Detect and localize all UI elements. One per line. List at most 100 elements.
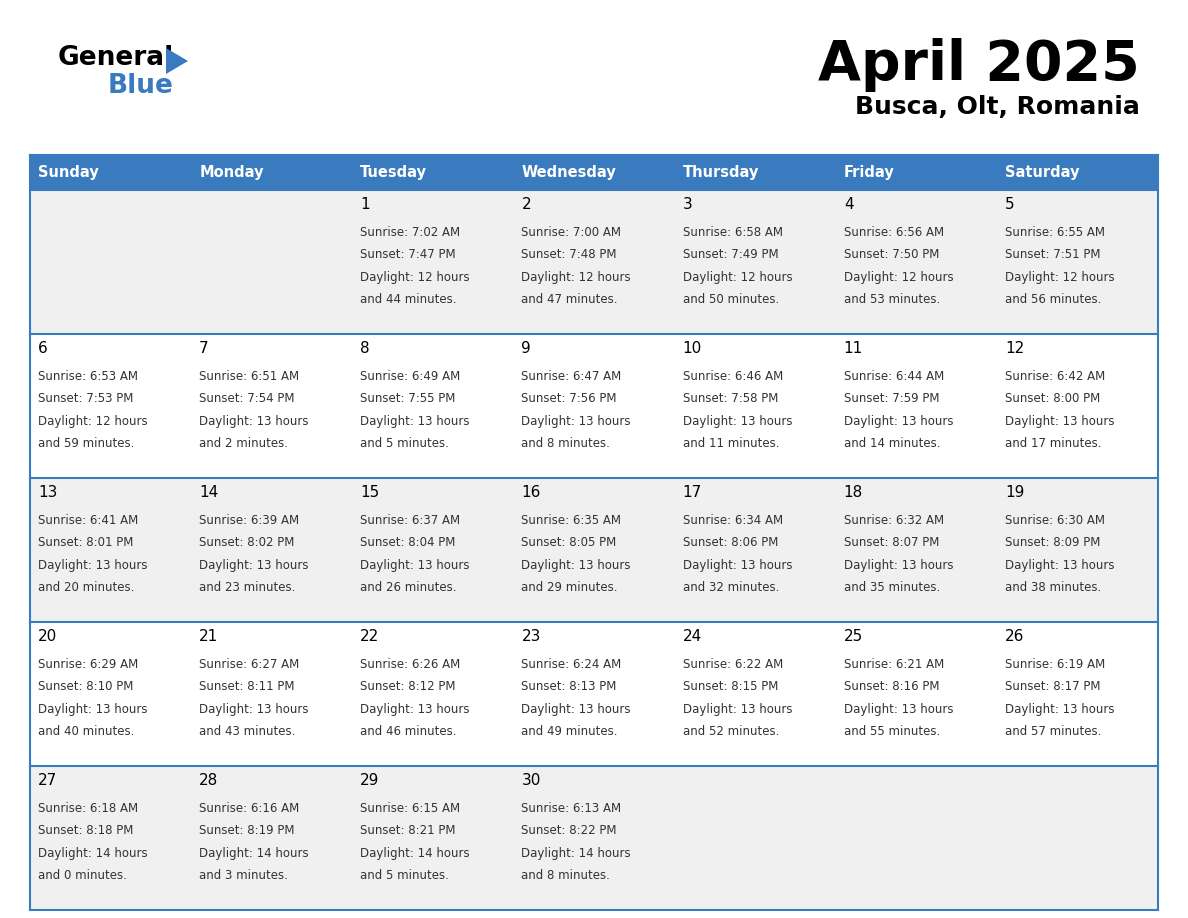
Text: Daylight: 12 hours: Daylight: 12 hours — [683, 271, 792, 284]
Text: Sunrise: 6:21 AM: Sunrise: 6:21 AM — [843, 658, 944, 671]
Text: Sunset: 8:17 PM: Sunset: 8:17 PM — [1005, 680, 1100, 693]
Text: and 32 minutes.: and 32 minutes. — [683, 581, 779, 594]
Text: Busca, Olt, Romania: Busca, Olt, Romania — [855, 95, 1140, 119]
Text: Sunrise: 6:19 AM: Sunrise: 6:19 AM — [1005, 658, 1105, 671]
Text: 12: 12 — [1005, 341, 1024, 356]
Text: Sunset: 7:47 PM: Sunset: 7:47 PM — [360, 249, 456, 262]
Text: Sunrise: 6:15 AM: Sunrise: 6:15 AM — [360, 802, 461, 815]
Text: Sunrise: 6:41 AM: Sunrise: 6:41 AM — [38, 514, 138, 527]
Text: 16: 16 — [522, 486, 541, 500]
Text: Sunset: 8:16 PM: Sunset: 8:16 PM — [843, 680, 940, 693]
Text: Sunrise: 6:34 AM: Sunrise: 6:34 AM — [683, 514, 783, 527]
Bar — [353, 155, 513, 190]
Text: 8: 8 — [360, 341, 369, 356]
Text: 24: 24 — [683, 629, 702, 644]
Text: Sunset: 8:06 PM: Sunset: 8:06 PM — [683, 536, 778, 549]
Text: 6: 6 — [38, 341, 48, 356]
Text: and 47 minutes.: and 47 minutes. — [522, 293, 618, 306]
Bar — [30, 766, 1158, 910]
Text: Daylight: 13 hours: Daylight: 13 hours — [38, 559, 147, 572]
Text: Daylight: 14 hours: Daylight: 14 hours — [200, 846, 309, 859]
Text: 10: 10 — [683, 341, 702, 356]
Text: Sunrise: 6:32 AM: Sunrise: 6:32 AM — [843, 514, 944, 527]
Bar — [191, 155, 353, 190]
Text: and 59 minutes.: and 59 minutes. — [38, 437, 134, 450]
Text: Sunrise: 6:53 AM: Sunrise: 6:53 AM — [38, 370, 138, 383]
Text: 29: 29 — [360, 773, 380, 789]
Text: Sunrise: 6:55 AM: Sunrise: 6:55 AM — [1005, 226, 1105, 239]
Text: Daylight: 12 hours: Daylight: 12 hours — [1005, 271, 1114, 284]
Text: Daylight: 13 hours: Daylight: 13 hours — [683, 702, 792, 716]
Text: Blue: Blue — [108, 73, 173, 99]
Text: and 46 minutes.: and 46 minutes. — [360, 725, 457, 738]
Bar — [30, 155, 191, 190]
Bar — [675, 155, 835, 190]
Text: Daylight: 13 hours: Daylight: 13 hours — [360, 415, 469, 428]
Text: and 5 minutes.: and 5 minutes. — [360, 437, 449, 450]
Text: 22: 22 — [360, 629, 380, 644]
Text: 1: 1 — [360, 197, 369, 212]
Text: Daylight: 13 hours: Daylight: 13 hours — [522, 702, 631, 716]
Text: 17: 17 — [683, 486, 702, 500]
Text: April 2025: April 2025 — [819, 38, 1140, 92]
Text: Sunrise: 6:27 AM: Sunrise: 6:27 AM — [200, 658, 299, 671]
Text: Sunrise: 7:02 AM: Sunrise: 7:02 AM — [360, 226, 461, 239]
Text: Sunset: 8:10 PM: Sunset: 8:10 PM — [38, 680, 133, 693]
Text: Daylight: 12 hours: Daylight: 12 hours — [843, 271, 954, 284]
Text: Sunrise: 6:13 AM: Sunrise: 6:13 AM — [522, 802, 621, 815]
Text: Friday: Friday — [843, 165, 895, 180]
Text: Sunset: 7:58 PM: Sunset: 7:58 PM — [683, 392, 778, 406]
Text: Sunset: 8:11 PM: Sunset: 8:11 PM — [200, 680, 295, 693]
Text: and 50 minutes.: and 50 minutes. — [683, 293, 779, 306]
Text: 23: 23 — [522, 629, 541, 644]
Text: Sunset: 8:18 PM: Sunset: 8:18 PM — [38, 824, 133, 837]
Text: Sunday: Sunday — [38, 165, 99, 180]
Text: Daylight: 13 hours: Daylight: 13 hours — [843, 415, 953, 428]
Bar — [30, 622, 1158, 766]
Text: 11: 11 — [843, 341, 862, 356]
Text: Daylight: 12 hours: Daylight: 12 hours — [360, 271, 470, 284]
Bar — [835, 155, 997, 190]
Text: and 43 minutes.: and 43 minutes. — [200, 725, 296, 738]
Text: 21: 21 — [200, 629, 219, 644]
Text: and 8 minutes.: and 8 minutes. — [522, 437, 611, 450]
Text: Sunset: 8:02 PM: Sunset: 8:02 PM — [200, 536, 295, 549]
Text: Daylight: 14 hours: Daylight: 14 hours — [38, 846, 147, 859]
Text: Daylight: 13 hours: Daylight: 13 hours — [843, 702, 953, 716]
Text: Sunset: 7:54 PM: Sunset: 7:54 PM — [200, 392, 295, 406]
Text: Sunrise: 6:22 AM: Sunrise: 6:22 AM — [683, 658, 783, 671]
Text: 27: 27 — [38, 773, 57, 789]
Polygon shape — [166, 48, 188, 74]
Text: Daylight: 13 hours: Daylight: 13 hours — [200, 702, 309, 716]
Text: 4: 4 — [843, 197, 853, 212]
Text: Sunrise: 6:16 AM: Sunrise: 6:16 AM — [200, 802, 299, 815]
Text: Saturday: Saturday — [1005, 165, 1080, 180]
Text: Sunset: 7:49 PM: Sunset: 7:49 PM — [683, 249, 778, 262]
Text: and 2 minutes.: and 2 minutes. — [200, 437, 289, 450]
Text: Sunset: 8:19 PM: Sunset: 8:19 PM — [200, 824, 295, 837]
Text: and 8 minutes.: and 8 minutes. — [522, 869, 611, 882]
Text: Sunrise: 6:42 AM: Sunrise: 6:42 AM — [1005, 370, 1105, 383]
Text: 9: 9 — [522, 341, 531, 356]
Text: Daylight: 13 hours: Daylight: 13 hours — [200, 559, 309, 572]
Text: and 38 minutes.: and 38 minutes. — [1005, 581, 1101, 594]
Text: Daylight: 14 hours: Daylight: 14 hours — [522, 846, 631, 859]
Text: Daylight: 13 hours: Daylight: 13 hours — [683, 415, 792, 428]
Text: Sunset: 8:04 PM: Sunset: 8:04 PM — [360, 536, 456, 549]
Text: Sunrise: 6:37 AM: Sunrise: 6:37 AM — [360, 514, 461, 527]
Text: Daylight: 13 hours: Daylight: 13 hours — [360, 559, 469, 572]
Text: 15: 15 — [360, 486, 380, 500]
Text: and 23 minutes.: and 23 minutes. — [200, 581, 296, 594]
Text: Sunset: 7:53 PM: Sunset: 7:53 PM — [38, 392, 133, 406]
Text: and 3 minutes.: and 3 minutes. — [200, 869, 287, 882]
Text: 13: 13 — [38, 486, 57, 500]
Text: Sunrise: 6:58 AM: Sunrise: 6:58 AM — [683, 226, 783, 239]
Text: 7: 7 — [200, 341, 209, 356]
Text: 30: 30 — [522, 773, 541, 789]
Text: Sunrise: 6:18 AM: Sunrise: 6:18 AM — [38, 802, 138, 815]
Text: and 44 minutes.: and 44 minutes. — [360, 293, 457, 306]
Bar — [997, 155, 1158, 190]
Text: Sunrise: 6:24 AM: Sunrise: 6:24 AM — [522, 658, 621, 671]
Text: Sunrise: 6:35 AM: Sunrise: 6:35 AM — [522, 514, 621, 527]
Text: 28: 28 — [200, 773, 219, 789]
